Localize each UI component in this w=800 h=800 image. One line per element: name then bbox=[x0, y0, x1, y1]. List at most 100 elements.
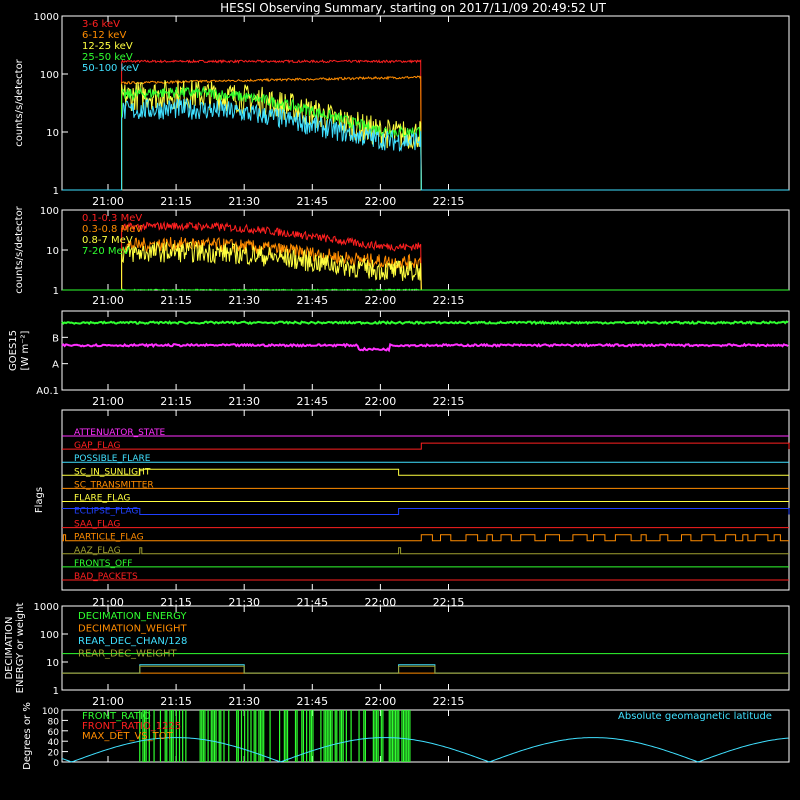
flags-flag-label: PARTICLE_FLAG bbox=[74, 533, 144, 543]
decimation-xtick-label: 21:45 bbox=[296, 695, 328, 708]
ratios-front-ratio-bars bbox=[139, 710, 411, 762]
ratios-annotation: Absolute geomagnetic latitude bbox=[618, 711, 772, 722]
lightcurves-high-xtick-label: 21:45 bbox=[296, 294, 328, 307]
lightcurves-high-series-0 bbox=[62, 220, 789, 291]
decimation-ytick-label: 1000 bbox=[34, 602, 59, 613]
figure-title: HESSI Observing Summary, starting on 201… bbox=[220, 1, 606, 15]
goes-xtick-label: 21:30 bbox=[228, 395, 260, 408]
lightcurves-low-ytick-label: 1000 bbox=[34, 12, 59, 23]
lightcurves-high-series-2 bbox=[62, 241, 789, 291]
goes-xtick-label: 22:00 bbox=[365, 395, 397, 408]
lightcurves-high-legend-entry: 0.8-7 MeV bbox=[82, 235, 133, 246]
ratios-ytick-label: 40 bbox=[48, 738, 60, 748]
decimation-xtick-label: 22:15 bbox=[433, 695, 465, 708]
goes-ytick-label: A bbox=[52, 360, 59, 371]
flags-flag-line bbox=[62, 468, 789, 476]
goes-ylabel: GOES15 bbox=[8, 330, 19, 371]
goes-ytick-label: B bbox=[52, 333, 59, 344]
lightcurves-low-legend-entry: 25-50 keV bbox=[82, 52, 133, 63]
goes-ytick-label: A0.1 bbox=[36, 386, 59, 397]
decimation-legend-entry: DECIMATION_ENERGY bbox=[78, 611, 187, 622]
flags-flag-line bbox=[62, 508, 790, 515]
ratios-latitude-line bbox=[61, 737, 789, 763]
flags-flag-line bbox=[62, 442, 790, 450]
lightcurves-high-ytick-label: 10 bbox=[46, 246, 59, 257]
decimation-xtick-label: 21:15 bbox=[160, 695, 192, 708]
lightcurves-low-series-0 bbox=[62, 58, 789, 191]
decimation-ylabel: ENERGY or weight bbox=[15, 603, 26, 694]
lightcurves-high-xtick-label: 22:15 bbox=[433, 294, 465, 307]
lightcurves-high-xtick-label: 21:00 bbox=[92, 294, 124, 307]
ratios-legend-entry: FRONT_RATIO bbox=[82, 711, 151, 722]
lightcurves-high-ytick-label: 100 bbox=[40, 206, 59, 217]
lightcurves-low-ytick-label: 10 bbox=[46, 128, 59, 139]
flags-flag-label: SAA_FLAG bbox=[74, 520, 120, 530]
flags-flag-label: GAP_FLAG bbox=[74, 441, 120, 451]
flags-flag-label: AAZ_FLAG bbox=[74, 546, 121, 556]
lightcurves-low-series-3 bbox=[62, 85, 789, 191]
lightcurves-high-ytick-label: 1 bbox=[53, 286, 59, 297]
flags-flag-label: ECLIPSE_FLAG bbox=[74, 507, 138, 517]
flags-flag-line bbox=[62, 534, 789, 542]
flags-flag-label: SC_TRANSMITTER bbox=[74, 480, 154, 490]
flags-flag-line bbox=[62, 547, 789, 555]
lightcurves-high-xtick-label: 21:30 bbox=[228, 294, 260, 307]
flags-flag-label: FRONTS_OFF bbox=[74, 559, 132, 569]
goes-xtick-label: 22:15 bbox=[433, 395, 465, 408]
decimation-xtick-label: 21:30 bbox=[228, 695, 260, 708]
lightcurves-low-xtick-label: 21:15 bbox=[160, 195, 192, 208]
lightcurves-low-series-4 bbox=[62, 97, 789, 191]
lightcurves-low-xtick-label: 21:00 bbox=[92, 195, 124, 208]
decimation-ytick-label: 10 bbox=[46, 658, 59, 669]
flags-ylabel: Flags bbox=[34, 487, 45, 513]
flags-flag-label: POSSIBLE_FLARE bbox=[74, 454, 151, 464]
decimation-xtick-label: 22:00 bbox=[365, 695, 397, 708]
lightcurves-low-legend-entry: 6-12 keV bbox=[82, 30, 126, 41]
lightcurves-high-legend-entry: 0.1-0.3 MeV bbox=[82, 213, 142, 224]
goes-xtick-label: 21:15 bbox=[160, 395, 192, 408]
lightcurves-low-xtick-label: 21:30 bbox=[228, 195, 260, 208]
lightcurves-high-xtick-label: 21:15 bbox=[160, 294, 192, 307]
ratios-ytick-label: 0 bbox=[53, 759, 59, 769]
lightcurves-low-series-1 bbox=[62, 75, 789, 191]
lightcurves-low-legend-entry: 12-25 keV bbox=[82, 41, 133, 52]
lightcurves-low-legend-entry: 50-100 keV bbox=[82, 63, 139, 74]
decimation-legend-entry: REAR_DEC_WEIGHT bbox=[78, 649, 177, 660]
ratios-ytick-label: 100 bbox=[42, 707, 59, 717]
goes-series-0 bbox=[61, 320, 789, 326]
ratios-ytick-label: 20 bbox=[48, 749, 60, 759]
goes-frame bbox=[61, 310, 790, 391]
decimation-frame bbox=[61, 605, 790, 691]
lightcurves-high-xtick-label: 22:00 bbox=[365, 294, 397, 307]
lightcurves-low-ytick-label: 100 bbox=[40, 70, 59, 81]
decimation-ytick-label: 1 bbox=[53, 686, 59, 697]
lightcurves-low-xtick-label: 22:15 bbox=[433, 195, 465, 208]
goes-ylabel: [W m⁻²] bbox=[20, 330, 31, 370]
ratios-ytick-label: 80 bbox=[48, 717, 60, 727]
ratios-frame bbox=[61, 709, 790, 763]
decimation-ylabel: DECIMATION bbox=[4, 616, 15, 679]
decimation-legend-entry: REAR_DEC_CHAN/128 bbox=[78, 636, 187, 647]
ratios-ytick-label: 60 bbox=[48, 728, 60, 738]
lightcurves-low-xtick-label: 21:45 bbox=[296, 195, 328, 208]
lightcurves-low-ylabel: counts/s/detector bbox=[14, 58, 25, 146]
decimation-legend-entry: DECIMATION_WEIGHT bbox=[78, 624, 187, 635]
decimation-series-3 bbox=[62, 665, 789, 674]
decimation-xtick-label: 21:00 bbox=[92, 695, 124, 708]
decimation-ytick-label: 100 bbox=[40, 630, 59, 641]
lightcurves-high-legend-entry: 7-20 MeV bbox=[82, 246, 130, 257]
ratios-ylabel: Degrees or % bbox=[22, 702, 33, 770]
lightcurves-low-ytick-label: 1 bbox=[53, 186, 59, 197]
ratios-legend-entry: FRONT_RATIO_1225 bbox=[82, 721, 181, 732]
lightcurves-low-legend-entry: 3-6 keV bbox=[82, 19, 120, 30]
goes-series-1 bbox=[61, 342, 789, 353]
flags-flag-label: ATTENUATOR_STATE bbox=[74, 428, 166, 438]
goes-xtick-label: 21:00 bbox=[92, 395, 124, 408]
flags-frame bbox=[61, 409, 790, 591]
lightcurves-high-series-3 bbox=[62, 288, 789, 291]
goes-xtick-label: 21:45 bbox=[296, 395, 328, 408]
lightcurves-low-xtick-label: 22:00 bbox=[365, 195, 397, 208]
ratios-legend-entry: MAX_DET_VS_TOT bbox=[82, 731, 174, 742]
flags-flag-label: BAD_PACKETS bbox=[74, 572, 138, 582]
